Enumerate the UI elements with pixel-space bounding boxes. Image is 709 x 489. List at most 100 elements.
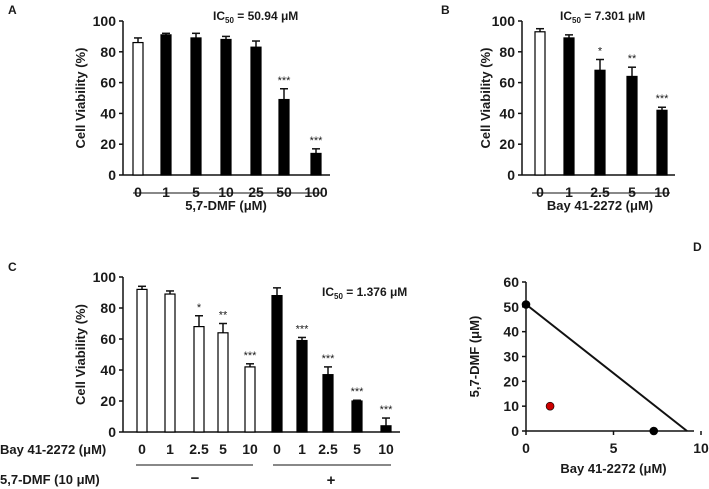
panel-c-x-tick-label: 1	[166, 441, 174, 457]
panel-b-significance-label: **	[628, 53, 637, 65]
panel-b-x-axis-label: Bay 41-2272 (μM)	[547, 198, 653, 213]
panel-a-y-tick-label: 40	[100, 105, 116, 121]
panel-b-y-tick-label: 20	[499, 136, 515, 152]
panel-d-y-tick-label: 40	[503, 324, 519, 340]
panel-a-x-tick-label: 10	[218, 184, 234, 200]
panel-d-y-tick-label: 60	[503, 274, 519, 290]
panel-a-ic50-annotation: IC50 = 50.94 μM	[213, 9, 298, 25]
panel-a-x-tick-label: 25	[248, 184, 264, 200]
panel-b-x-tick-label: 2.5	[590, 184, 610, 200]
panel-c-bar	[296, 339, 308, 433]
panel-c-x-tick-label: 5	[353, 441, 361, 457]
panel-c-significance-label: ***	[351, 386, 365, 398]
panel-c-y-axis-label: Cell Viability (%)	[73, 304, 88, 405]
panel-a-bar	[278, 98, 290, 176]
panel-a-bar	[310, 152, 322, 176]
panel-c-significance-label: *	[197, 302, 202, 314]
panel-c-y-tick-label: 40	[100, 362, 116, 378]
panel-c-x-tick-label: 2.5	[189, 441, 209, 457]
panel-c-x-tick-label: 1	[298, 441, 306, 457]
panel-b-x-tick-label: 5	[628, 184, 636, 200]
panel-d-x-tick-label: 10	[693, 440, 709, 456]
panel-a-x-tick-label: 0	[134, 184, 142, 200]
panel-d-y-tick-label: 10	[503, 398, 519, 414]
panel-c-row-label-dmf: 5,7-DMF (10 μM)	[0, 472, 100, 487]
panel-a-x-tick-label: 100	[304, 184, 328, 200]
panel-c-label: C	[8, 260, 17, 274]
panel-b-y-tick-label: 40	[499, 105, 515, 121]
panel-d-y-tick-label: 0	[511, 423, 519, 439]
panel-c-significance-label: ***	[244, 350, 258, 362]
panel-c-bar	[380, 425, 392, 433]
panel-c-significance-label: ***	[380, 404, 394, 416]
panel-c-group-plus: +	[327, 472, 336, 489]
panel-a-y-tick-label: 60	[100, 75, 116, 91]
panel-a-y-tick-label: 20	[100, 136, 116, 152]
panel-b-significance-label: *	[598, 46, 603, 58]
panel-c-x-tick-label: 2.5	[318, 441, 338, 457]
panel-d-data-point	[545, 401, 555, 411]
panel-c-y-tick-label: 80	[100, 300, 116, 316]
panel-c-bar	[271, 295, 283, 433]
panel-b-bar	[534, 31, 546, 176]
panel-c-group-minus: −	[191, 470, 200, 487]
panel-c-bar	[193, 326, 205, 433]
panel-b-y-axis-label: Cell Viability (%)	[478, 48, 493, 149]
panel-c-x-tick-label: 10	[242, 441, 258, 457]
panel-c-x-tick-label: 0	[273, 441, 281, 457]
panel-a-bar	[190, 37, 202, 176]
panel-b-bar	[656, 109, 668, 176]
panel-b-bar	[594, 69, 606, 176]
panel-c-significance-label: ***	[322, 353, 336, 365]
panel-a-x-axis-label: 5,7-DMF (μM)	[185, 198, 267, 213]
panel-a-bar	[220, 38, 232, 176]
panel-c-bar	[244, 366, 256, 433]
panel-a-y-tick-label: 100	[93, 13, 117, 29]
panel-a-label: A	[8, 3, 17, 17]
panel-b-ic50-annotation: IC50 = 7.301 μM	[560, 9, 645, 25]
panel-a-bar	[132, 41, 144, 176]
panel-d-label: D	[693, 240, 702, 254]
panel-c-bar	[136, 288, 148, 433]
panel-c-y-tick-label: 100	[93, 269, 117, 285]
panel-c-bar	[217, 332, 229, 433]
panel-c-bar	[164, 293, 176, 433]
panel-a-y-tick-label: 80	[100, 44, 116, 60]
panel-c-ic50-annotation: IC50 = 1.376 μM	[322, 285, 407, 301]
panel-b-x-tick-label: 1	[565, 184, 573, 200]
panel-c-x-tick-label: 0	[138, 441, 146, 457]
panel-c-row-label-bay: Bay 41-2272 (μM)	[0, 442, 106, 457]
panel-c-bar	[351, 400, 363, 433]
panel-d-data-point	[521, 300, 531, 309]
panel-b-y-tick-label: 80	[499, 44, 515, 60]
panel-c-y-tick-label: 0	[108, 424, 116, 440]
panel-b-bar	[563, 37, 575, 176]
panel-d-x-tick-label: 0	[522, 440, 530, 456]
panel-a-bar	[250, 46, 262, 176]
panel-d-isobole-line	[525, 303, 688, 432]
panel-a-significance-label: ***	[310, 135, 324, 147]
panel-b-label: B	[441, 3, 450, 17]
panel-c-y-tick-label: 60	[100, 331, 116, 347]
panel-b-significance-label: ***	[656, 93, 670, 105]
panel-a-bar	[160, 34, 172, 176]
panel-c-x-tick-label: 5	[219, 441, 227, 457]
panel-d-y-tick-label: 20	[503, 373, 519, 389]
panel-c-significance-label: **	[219, 310, 228, 322]
panel-d-x-axis-label: Bay 41-2272 (μM)	[560, 461, 666, 476]
panel-a-x-tick-label: 5	[192, 184, 200, 200]
panel-b-x-tick-label: 0	[536, 184, 544, 200]
panel-a-x-tick-label: 50	[276, 184, 292, 200]
panel-d-y-tick-label: 30	[503, 349, 519, 365]
panel-d-data-point	[649, 426, 659, 436]
panel-d-y-axis-label: 5,7-DMF (μM)	[467, 316, 482, 398]
panel-c-significance-label: ***	[296, 323, 310, 335]
panel-a-x-tick-label: 1	[162, 184, 170, 200]
panel-b-y-tick-label: 60	[499, 75, 515, 91]
panel-b-x-tick-label: 10	[654, 184, 670, 200]
panel-d-y-tick-label: 50	[503, 299, 519, 315]
panel-b-y-tick-label: 100	[492, 13, 516, 29]
panel-b-y-tick-label: 0	[507, 167, 515, 183]
panel-a-y-axis-label: Cell Viability (%)	[73, 48, 88, 149]
